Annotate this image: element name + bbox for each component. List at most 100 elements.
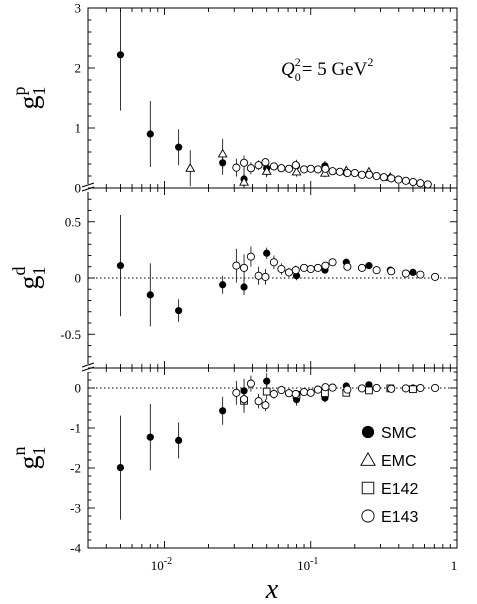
panel-proton-ytick-label: 0 xyxy=(75,181,82,196)
legend-label-EMC: EMC xyxy=(381,453,417,470)
neutron-E143-point xyxy=(416,383,425,393)
panel-neutron-ytick-label: -2 xyxy=(70,461,81,476)
deuteron-E143-point xyxy=(306,264,315,274)
axis-break-mark-0a xyxy=(81,182,95,188)
proton-E143-point xyxy=(306,164,315,173)
legend-marker-E143 xyxy=(361,509,375,523)
deuteron-E143-point xyxy=(246,252,255,261)
deuteron-E143-point xyxy=(431,272,440,281)
labels-layer: 0 1 2 3 g1p -0.5 0 0.5 g1d -4 -3 -2 -1 0 g1n 10-2 10-1 1 x… xyxy=(9,1,457,604)
deuteron-SMC-point xyxy=(240,283,248,291)
proton-SMC-point xyxy=(175,143,183,151)
deuteron-SMC-point xyxy=(365,262,373,270)
neutron-E143-point xyxy=(431,383,440,393)
panel-deuteron-ytick-label: 0 xyxy=(75,271,82,286)
proton-E143-point xyxy=(328,167,337,176)
neutron-E143-point xyxy=(232,388,241,397)
deuteron-E143-point xyxy=(299,263,309,272)
proton-E143-point xyxy=(246,164,255,173)
panel-proton-ytick-label: 2 xyxy=(75,61,82,76)
panel-proton-ytick-label: 1 xyxy=(75,121,82,136)
deuteron-SMC-point xyxy=(175,307,183,315)
deuteron-E143-point xyxy=(357,263,367,272)
proton-E143-point xyxy=(357,170,367,179)
proton-EMC-point xyxy=(239,176,250,186)
neutron-E143-point xyxy=(269,389,278,399)
proton-EMC-point xyxy=(291,166,302,176)
deuteron-E143-point xyxy=(261,272,270,281)
neutron-E143-point xyxy=(321,383,330,392)
xtick-label: 10-2 xyxy=(151,556,172,573)
xtick-label: 10-1 xyxy=(297,556,318,573)
neutron-SMC-point xyxy=(219,407,227,415)
proton-EMC-point xyxy=(261,166,272,175)
neutron-E142-point xyxy=(409,385,417,394)
neutron-E143-point xyxy=(284,389,294,398)
deuteron-E143-point xyxy=(284,268,294,277)
neutron-E143-point xyxy=(372,383,381,393)
deuteron-E143-point xyxy=(328,258,337,267)
neutron-SMC-point xyxy=(116,464,125,472)
proton-EMC-point xyxy=(217,148,228,158)
neutron-E143-point xyxy=(387,384,396,393)
neutron-E143-point xyxy=(313,385,322,394)
marks-layer xyxy=(116,8,440,520)
neutron-SMC-point xyxy=(263,377,271,385)
proton-SMC-point xyxy=(116,51,125,59)
deuteron-E143-point xyxy=(343,262,352,271)
panel-neutron-ytick-label: -4 xyxy=(70,541,81,556)
proton-E143-point xyxy=(261,158,270,167)
proton-E143-point xyxy=(394,175,403,184)
panels-layer xyxy=(81,7,458,549)
neutron-E143-point xyxy=(343,385,352,394)
neutron-E143-point xyxy=(240,395,249,404)
proton-E143-point xyxy=(387,174,396,183)
proton-E143-point xyxy=(232,163,241,172)
neutron-SMC-point xyxy=(175,436,183,444)
neutron-E143-point xyxy=(401,384,410,393)
xtick-label: 1 xyxy=(451,558,458,573)
neutron-E142-point xyxy=(365,386,373,395)
proton-E143-point xyxy=(335,167,344,176)
neutron-SMC-point xyxy=(146,433,154,441)
panel-neutron-ytick-label: -3 xyxy=(70,501,81,516)
proton-E143-point xyxy=(299,165,309,174)
deuteron-SMC-point xyxy=(409,268,417,276)
legend-label-E142: E142 xyxy=(381,481,418,498)
panel-proton-ylabel-text: g1p xyxy=(9,87,49,110)
neutron-E143-point xyxy=(306,388,315,397)
deuteron-E143-point xyxy=(321,261,330,270)
deuteron-E143-point xyxy=(401,269,410,278)
axis-break-mark-1a xyxy=(81,362,95,368)
neutron-E143-point xyxy=(291,389,300,399)
deuteron-SMC-point xyxy=(116,262,125,270)
panel-deuteron-ytick-label: 0.5 xyxy=(65,214,81,229)
panel-deuteron-ylabel-text: g1d xyxy=(9,267,49,290)
legend-marker-SMC xyxy=(361,425,375,439)
legend-label-SMC: SMC xyxy=(381,425,417,442)
legend-marker-EMC xyxy=(360,451,376,466)
proton-E143-point xyxy=(254,161,263,170)
proton-E143-point xyxy=(313,165,322,174)
x-axis-label: x xyxy=(265,574,279,604)
proton-E143-point xyxy=(291,161,300,170)
proton-E143-point xyxy=(372,171,381,181)
panel-deuteron-ylabel: g1d xyxy=(9,267,49,290)
neutron-E143-point xyxy=(357,384,367,393)
proton-E143-point xyxy=(409,177,418,187)
legend-label-E143: E143 xyxy=(381,509,418,526)
panel-neutron-ylabel: g1n xyxy=(9,447,49,470)
panel-deuteron-ytick-label: -0.5 xyxy=(60,327,81,342)
neutron-E143-point xyxy=(261,401,270,410)
panel-neutron-ylabel-text: g1n xyxy=(9,447,49,470)
proton-SMC-point xyxy=(146,130,154,138)
proton-E143-point xyxy=(240,158,249,167)
deuteron-E143-point xyxy=(269,258,278,267)
neutron-E143-point xyxy=(246,379,255,388)
proton-E143-point xyxy=(416,179,425,188)
panel-proton-ylabel: g1p xyxy=(9,87,49,110)
proton-E143-point xyxy=(269,162,278,171)
legend: SMC EMC E142 E143 xyxy=(360,425,418,526)
panel-neutron-ytick-label: 0 xyxy=(75,381,82,396)
